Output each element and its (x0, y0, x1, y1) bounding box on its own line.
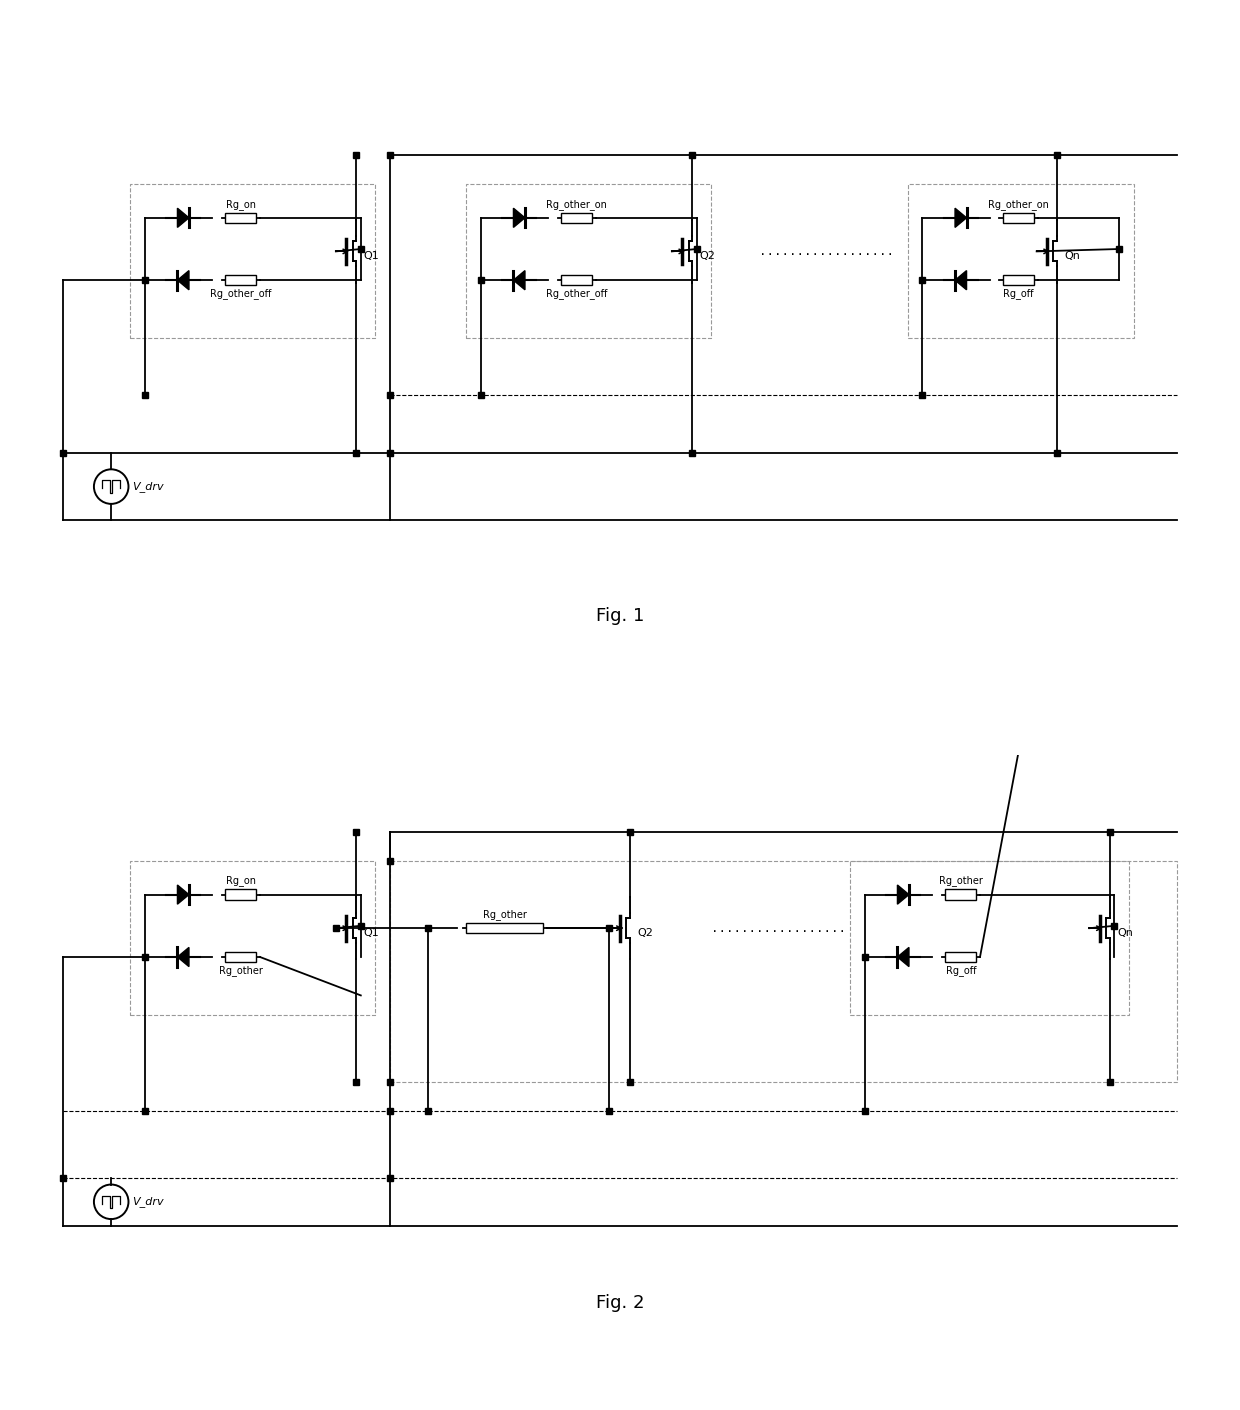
Polygon shape (898, 885, 909, 904)
Text: Q2: Q2 (637, 928, 653, 938)
Bar (130, 862, 376, 1015)
Polygon shape (177, 948, 188, 967)
Polygon shape (177, 885, 188, 904)
Polygon shape (177, 209, 188, 227)
Text: Q1: Q1 (363, 928, 379, 938)
Polygon shape (955, 209, 966, 227)
Text: V_drv: V_drv (133, 1196, 164, 1207)
Bar (562, 275, 593, 285)
Text: Rg_on: Rg_on (226, 876, 255, 887)
Polygon shape (513, 209, 525, 227)
Bar (1003, 213, 1034, 223)
Bar (226, 890, 257, 900)
Text: Rg_other: Rg_other (219, 966, 263, 976)
Text: Qn: Qn (1064, 251, 1080, 261)
Bar (226, 275, 257, 285)
Bar (466, 185, 712, 338)
Text: Qn: Qn (1117, 928, 1133, 938)
Text: Q2: Q2 (699, 251, 715, 261)
Text: Rg_other_on: Rg_other_on (547, 199, 608, 210)
Text: ..................: .................. (711, 922, 846, 935)
Bar (562, 213, 593, 223)
Text: Fig. 2: Fig. 2 (595, 1293, 645, 1311)
Polygon shape (955, 271, 966, 290)
Bar (466, 924, 543, 933)
Text: Fig. 1: Fig. 1 (595, 608, 645, 625)
Text: Rg_other: Rg_other (939, 876, 983, 887)
Bar (851, 862, 1128, 1015)
Bar (908, 185, 1133, 338)
Bar (945, 890, 976, 900)
Text: Rg_other_on: Rg_other_on (988, 199, 1049, 210)
Text: Rg_other_off: Rg_other_off (546, 289, 608, 299)
Text: Rg_other: Rg_other (482, 909, 527, 921)
Text: Rg_on: Rg_on (226, 199, 255, 210)
Polygon shape (513, 271, 525, 290)
Polygon shape (177, 271, 188, 290)
Text: Q1: Q1 (363, 251, 379, 261)
Text: ..................: .................. (759, 245, 894, 258)
Text: Rg_off: Rg_off (1003, 289, 1034, 299)
Bar (389, 862, 1177, 1081)
Bar (130, 185, 376, 338)
Bar (945, 952, 976, 962)
Text: Rg_other_off: Rg_other_off (210, 289, 272, 299)
Bar (1003, 275, 1034, 285)
Text: V_drv: V_drv (133, 481, 164, 492)
Text: Rg_off: Rg_off (946, 966, 976, 976)
Bar (226, 213, 257, 223)
Polygon shape (898, 948, 909, 967)
Bar (226, 952, 257, 962)
